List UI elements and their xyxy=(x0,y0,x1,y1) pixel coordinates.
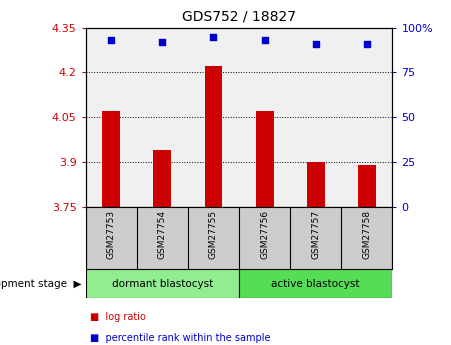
Point xyxy=(363,41,370,47)
Text: development stage  ▶: development stage ▶ xyxy=(0,279,81,289)
Text: GSM27758: GSM27758 xyxy=(362,210,371,259)
Bar xyxy=(239,269,392,298)
Text: ■  percentile rank within the sample: ■ percentile rank within the sample xyxy=(90,333,271,343)
Bar xyxy=(153,150,171,207)
Text: GSM27755: GSM27755 xyxy=(209,210,218,259)
Bar xyxy=(86,269,239,298)
Text: active blastocyst: active blastocyst xyxy=(272,279,360,289)
Text: GSM27753: GSM27753 xyxy=(107,210,116,259)
Bar xyxy=(307,162,325,207)
Bar xyxy=(256,111,274,207)
Bar xyxy=(358,165,376,207)
Bar xyxy=(205,67,222,207)
Point xyxy=(312,41,319,47)
Title: GDS752 / 18827: GDS752 / 18827 xyxy=(182,10,296,24)
Text: GSM27754: GSM27754 xyxy=(158,210,167,259)
Text: GSM27757: GSM27757 xyxy=(311,210,320,259)
Point xyxy=(108,37,115,43)
Point xyxy=(261,37,268,43)
Text: GSM27756: GSM27756 xyxy=(260,210,269,259)
Point xyxy=(210,34,217,39)
Text: ■  log ratio: ■ log ratio xyxy=(90,312,146,322)
Bar xyxy=(102,111,120,207)
Text: dormant blastocyst: dormant blastocyst xyxy=(112,279,213,289)
Point xyxy=(159,39,166,45)
